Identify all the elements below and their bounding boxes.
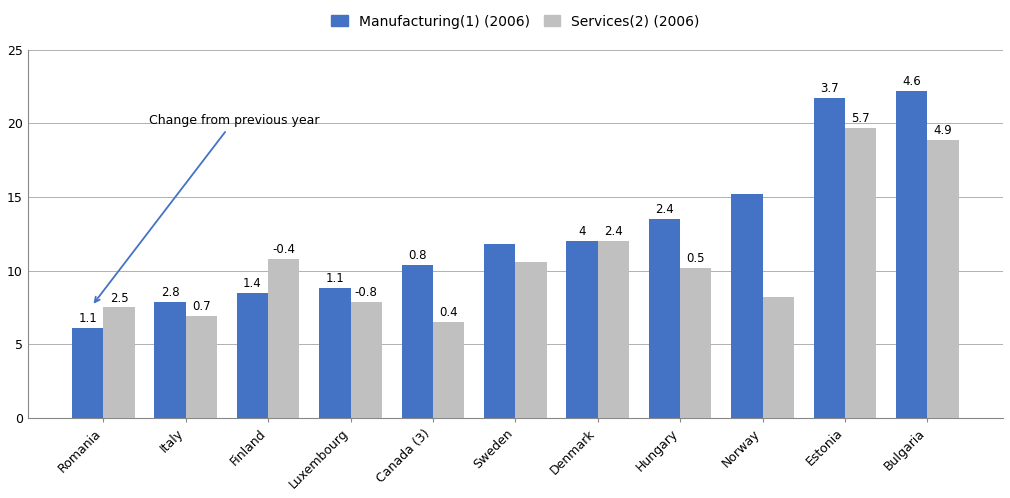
Bar xyxy=(515,262,546,418)
Text: 4: 4 xyxy=(579,225,586,238)
Bar xyxy=(731,194,763,418)
Bar xyxy=(484,244,515,418)
Bar xyxy=(402,265,433,418)
Text: 1.4: 1.4 xyxy=(243,277,262,290)
Bar xyxy=(763,297,794,418)
Text: 1.1: 1.1 xyxy=(79,312,97,325)
Text: 3.7: 3.7 xyxy=(820,83,838,96)
Text: 2.8: 2.8 xyxy=(161,286,180,299)
Bar xyxy=(268,259,299,418)
Bar xyxy=(186,316,217,418)
Text: 2.4: 2.4 xyxy=(604,225,623,238)
Text: 0.5: 0.5 xyxy=(687,252,705,265)
Bar xyxy=(155,302,186,418)
Text: 0.4: 0.4 xyxy=(439,306,458,319)
Bar xyxy=(598,241,629,418)
Text: 4.6: 4.6 xyxy=(902,75,921,88)
Bar xyxy=(567,241,598,418)
Text: 0.8: 0.8 xyxy=(408,249,426,262)
Text: 1.1: 1.1 xyxy=(325,272,344,285)
Text: 5.7: 5.7 xyxy=(851,112,870,125)
Bar xyxy=(680,268,711,418)
Text: Change from previous year: Change from previous year xyxy=(95,114,319,302)
Bar xyxy=(845,128,877,418)
Text: 2.4: 2.4 xyxy=(655,203,674,216)
Text: -0.4: -0.4 xyxy=(273,243,295,256)
Bar xyxy=(648,219,680,418)
Legend: Manufacturing(1) (2006), Services(2) (2006): Manufacturing(1) (2006), Services(2) (20… xyxy=(325,9,705,34)
Bar xyxy=(319,288,350,418)
Bar xyxy=(927,139,958,418)
Bar xyxy=(814,99,845,418)
Text: 0.7: 0.7 xyxy=(192,300,211,313)
Bar xyxy=(103,307,134,418)
Bar xyxy=(236,293,268,418)
Bar xyxy=(72,328,103,418)
Text: 4.9: 4.9 xyxy=(933,124,952,136)
Text: -0.8: -0.8 xyxy=(355,286,378,299)
Text: 2.5: 2.5 xyxy=(110,291,128,304)
Bar xyxy=(896,91,927,418)
Bar xyxy=(350,302,382,418)
Bar xyxy=(433,322,465,418)
